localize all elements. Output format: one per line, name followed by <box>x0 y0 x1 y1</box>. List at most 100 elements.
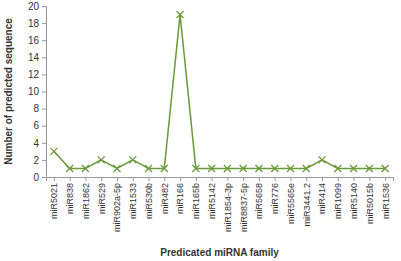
y-tick: 14 <box>28 52 46 63</box>
y-tick-mark <box>42 74 46 75</box>
marker <box>161 165 168 172</box>
y-tick-label: 10 <box>28 86 40 97</box>
marker <box>66 165 73 172</box>
x-tick: miR3441.2 <box>302 177 312 227</box>
x-tick-label: miR530b <box>144 183 154 219</box>
x-tick-mark <box>322 177 323 181</box>
y-tick-label: 20 <box>28 1 40 12</box>
x-tick-mark <box>212 177 213 181</box>
y-tick-mark <box>42 126 46 127</box>
x-tick: miR482 <box>160 177 170 214</box>
x-tick: miR1533 <box>128 177 138 219</box>
series <box>50 11 388 172</box>
x-tick-mark <box>149 177 150 181</box>
marker <box>145 165 152 172</box>
chart: 0 2 4 6 8 10 12 14 16 18 20 miR5021 miR838 miR1862 miR… <box>0 0 401 261</box>
y-tick-mark <box>42 40 46 41</box>
y-axis-title: Number of predicted sequence <box>3 18 14 165</box>
marker <box>271 165 278 172</box>
y-tick-label: 0 <box>33 172 39 183</box>
y-tick: 10 <box>28 86 46 97</box>
x-tick: miR166 <box>175 177 185 214</box>
x-tick: miR1099 <box>333 177 343 219</box>
x-tick: miR5015b <box>365 177 375 224</box>
x-tick-label: miR3441.2 <box>302 183 312 227</box>
y-tick-label: 2 <box>33 155 39 166</box>
y-axis: 0 2 4 6 8 10 12 14 16 18 20 <box>28 1 47 183</box>
x-tick-label: miR5142 <box>207 183 217 219</box>
x-tick-mark <box>101 177 102 181</box>
x-tick: miR5658 <box>254 177 264 219</box>
y-tick: 4 <box>33 138 46 149</box>
x-tick-mark <box>243 177 244 181</box>
x-tick: miR5142 <box>207 177 217 219</box>
marker <box>366 165 373 172</box>
marker <box>255 165 262 172</box>
plot: 0 2 4 6 8 10 12 14 16 18 20 miR5021 miR838 miR1862 miR… <box>28 1 394 232</box>
x-tick-label: miR5021 <box>49 183 59 219</box>
x-tick-label: miR529 <box>97 183 107 214</box>
x-tick-label: miR5015b <box>365 183 375 224</box>
line <box>54 15 385 169</box>
marker <box>319 156 326 163</box>
x-tick-label: miR165b <box>191 183 201 219</box>
x-tick-mark <box>196 177 197 181</box>
x-tick: miR5565e <box>286 177 296 224</box>
y-tick: 0 <box>33 172 46 183</box>
x-tick-mark <box>164 177 165 181</box>
x-tick: miR530b <box>144 177 154 219</box>
y-tick: 8 <box>33 103 46 114</box>
x-axis-title: Predicated miRNA family <box>160 247 279 258</box>
x-tick-mark <box>70 177 71 181</box>
x-tick-mark <box>369 177 370 181</box>
x-tick: miR902a-5p <box>112 177 122 232</box>
y-tick-label: 18 <box>28 18 40 29</box>
x-tick-label: miR776 <box>270 183 280 214</box>
marker <box>129 156 136 163</box>
x-tick-mark <box>338 177 339 181</box>
x-tick: miR5021 <box>49 177 59 219</box>
y-tick-mark <box>42 57 46 58</box>
y-tick-label: 16 <box>28 35 40 46</box>
y-tick-label: 6 <box>33 120 39 131</box>
marker <box>177 11 184 18</box>
marker <box>382 165 389 172</box>
x-tick-label: miR482 <box>160 183 170 214</box>
x-tick-label: miR1099 <box>333 183 343 219</box>
x-axis-line <box>47 178 394 182</box>
y-tick: 12 <box>28 69 46 80</box>
y-tick-label: 8 <box>33 103 39 114</box>
x-tick-label: miR8837-5p <box>239 183 249 232</box>
y-tick: 20 <box>28 1 46 12</box>
y-axis-line <box>42 7 47 178</box>
x-tick: miR1854-3p <box>223 177 233 232</box>
x-tick-mark <box>259 177 260 181</box>
y-tick-mark <box>42 6 46 7</box>
x-tick-mark <box>85 177 86 181</box>
marker <box>240 165 247 172</box>
marker <box>334 165 341 172</box>
x-tick-mark <box>227 177 228 181</box>
y-tick-label: 12 <box>28 69 40 80</box>
marker <box>50 148 57 155</box>
x-tick: miR165b <box>191 177 201 219</box>
x-tick-label: miR414 <box>317 183 327 214</box>
marker <box>113 165 120 172</box>
y-tick-mark <box>42 177 46 178</box>
x-tick-mark <box>354 177 355 181</box>
x-tick-mark <box>117 177 118 181</box>
x-tick-label: miR1533 <box>128 183 138 219</box>
x-tick-label: miR838 <box>65 183 75 214</box>
x-tick: miR1862 <box>81 177 91 219</box>
x-tick: miR838 <box>65 177 75 214</box>
y-tick-mark <box>42 160 46 161</box>
x-tick: miR1536 <box>380 177 390 219</box>
y-tick: 16 <box>28 35 46 46</box>
x-tick-label: miR5565e <box>286 183 296 224</box>
x-tick-label: miR1536 <box>380 183 390 219</box>
y-tick: 18 <box>28 18 46 29</box>
x-tick-mark <box>290 177 291 181</box>
x-tick: miR776 <box>270 177 280 214</box>
marker <box>192 165 199 172</box>
marker <box>82 165 89 172</box>
